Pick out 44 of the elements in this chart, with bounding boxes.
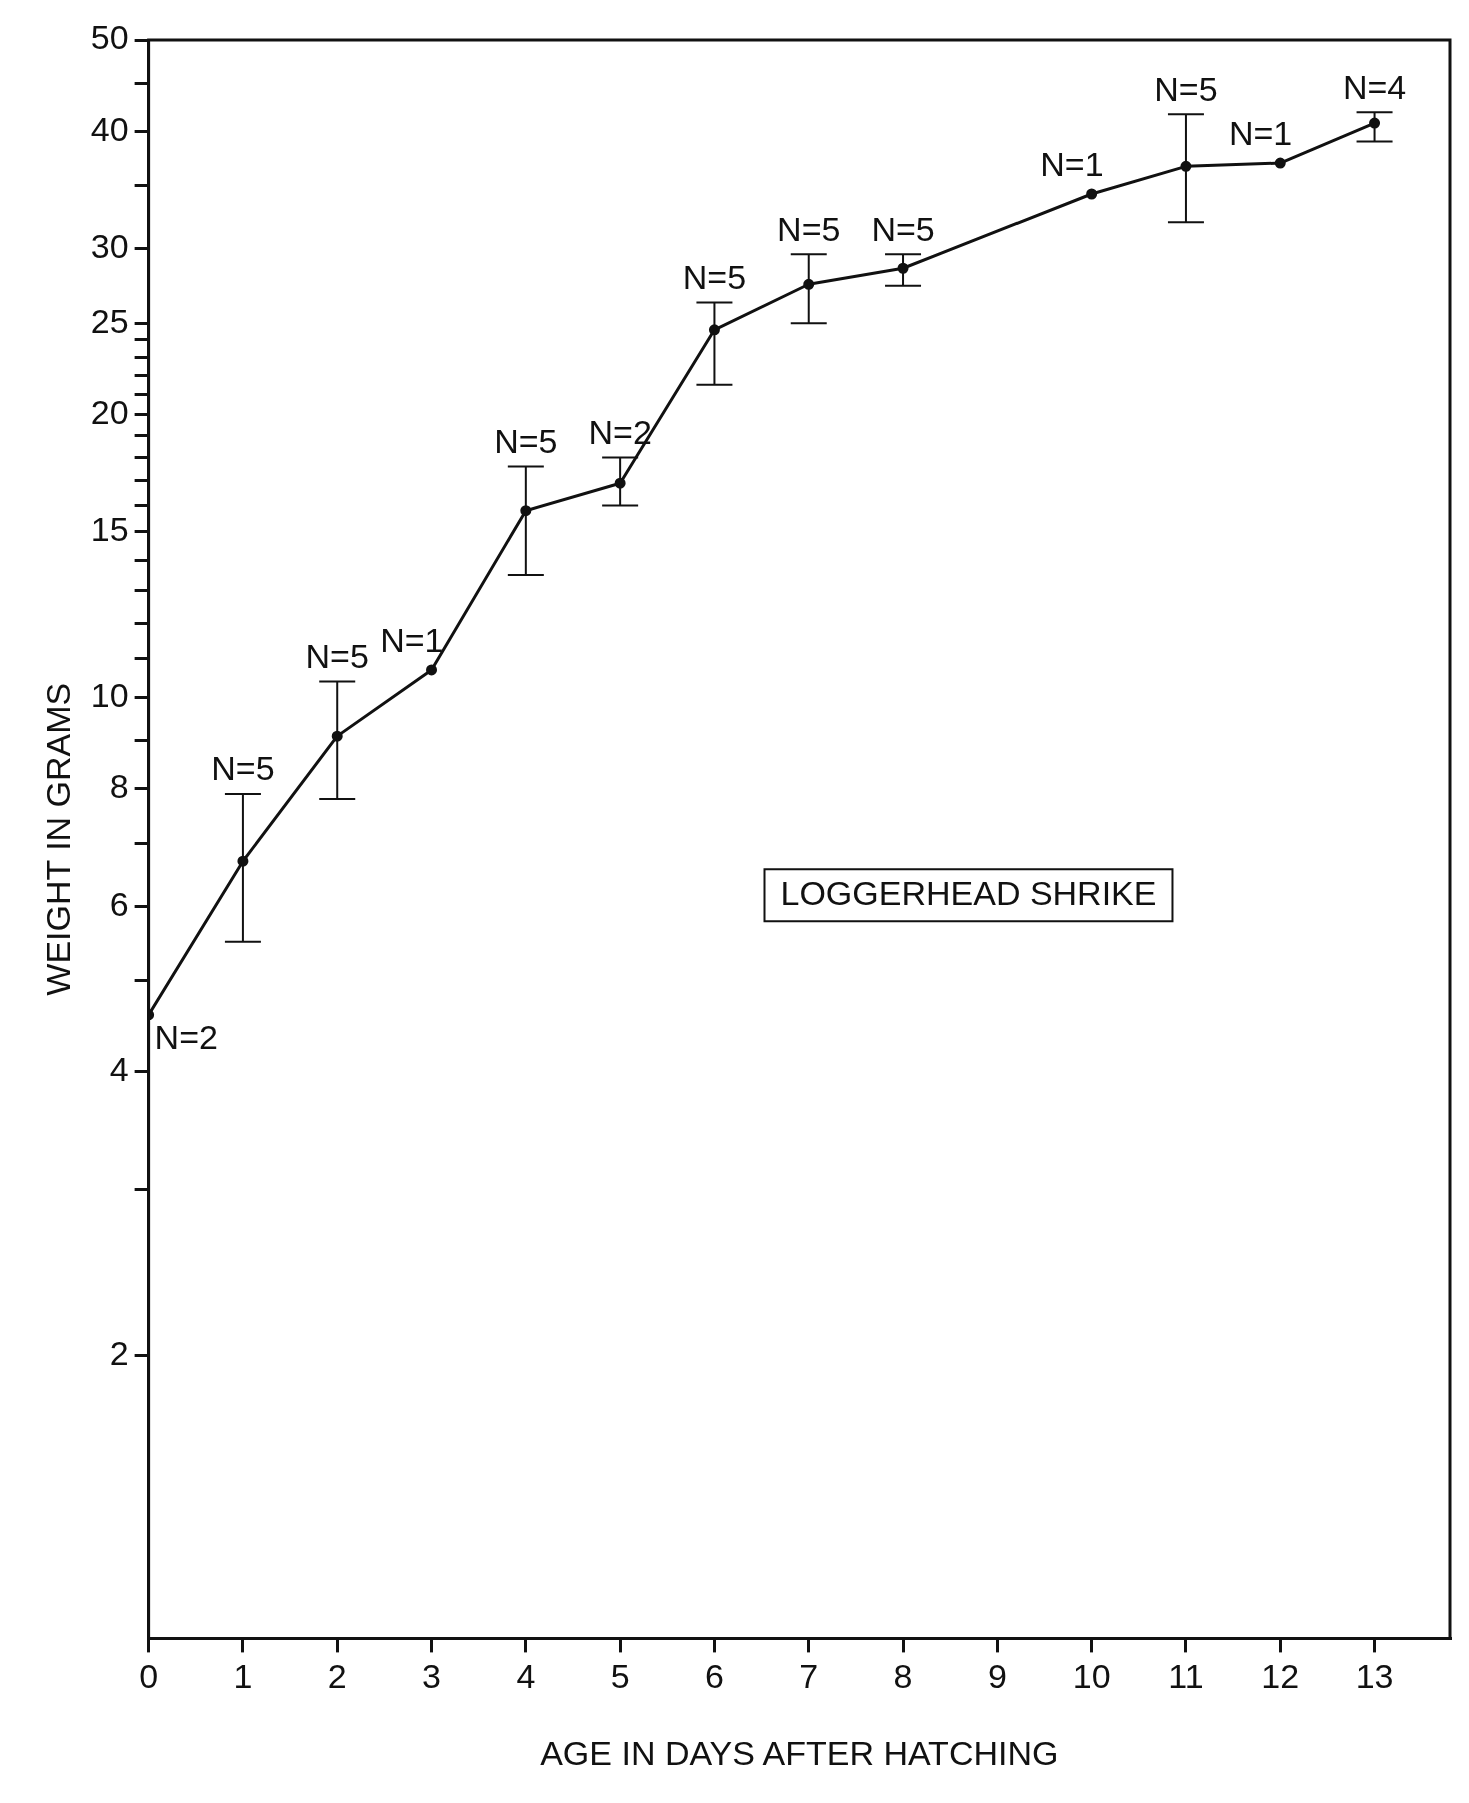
annotation: N=1 bbox=[1228, 114, 1293, 153]
x-axis-title: AGE IN DAYS AFTER HATCHING bbox=[540, 1733, 1059, 1772]
y-tick-label: 6 bbox=[109, 884, 129, 923]
x-tick-label: 4 bbox=[516, 1657, 536, 1696]
y-tick-label: 2 bbox=[109, 1333, 129, 1372]
annotation: N=4 bbox=[1342, 67, 1407, 106]
y-tick-label: 30 bbox=[90, 227, 129, 266]
x-tick-label: 7 bbox=[799, 1657, 819, 1696]
annotation: N=5 bbox=[211, 749, 275, 788]
y-tick-label: 20 bbox=[90, 392, 129, 431]
y-tick-label: 8 bbox=[109, 767, 129, 806]
annotation: N=5 bbox=[682, 257, 747, 296]
x-tick-label: 13 bbox=[1355, 1657, 1394, 1696]
point bbox=[1274, 157, 1286, 169]
annotation: N=2 bbox=[154, 1018, 218, 1057]
y-tick-label: 4 bbox=[109, 1050, 129, 1089]
x-tick-label: 1 bbox=[233, 1657, 253, 1696]
x-tick-label: 10 bbox=[1072, 1657, 1111, 1696]
y-axis-title: WEIGHT IN GRAMS bbox=[38, 682, 77, 996]
annotation: N=5 bbox=[777, 209, 841, 248]
point bbox=[426, 664, 438, 676]
x-tick-label: 9 bbox=[987, 1657, 1007, 1696]
annotation: N=5 bbox=[494, 421, 558, 460]
y-tick-label: 10 bbox=[90, 675, 129, 714]
x-tick-label: 12 bbox=[1261, 1657, 1300, 1696]
annotation: N=5 bbox=[1154, 69, 1218, 108]
annotation: LOGGERHEAD SHRIKE bbox=[780, 873, 1157, 912]
x-tick-label: 11 bbox=[1168, 1657, 1204, 1696]
x-tick-label: 6 bbox=[704, 1657, 724, 1696]
x-tick-label: 5 bbox=[610, 1657, 630, 1696]
annotation: N=5 bbox=[871, 209, 935, 248]
annotation: N=5 bbox=[305, 636, 369, 675]
annotation: N=2 bbox=[588, 412, 652, 451]
point bbox=[1086, 188, 1098, 200]
annotation: N=1 bbox=[1040, 145, 1104, 184]
x-tick-label: 0 bbox=[139, 1657, 159, 1696]
y-tick-label: 40 bbox=[90, 109, 129, 148]
x-tick-label: 2 bbox=[327, 1657, 347, 1696]
x-tick-label: 8 bbox=[893, 1657, 913, 1696]
y-tick-label: 50 bbox=[90, 18, 129, 57]
y-tick-label: 15 bbox=[90, 510, 129, 549]
x-tick-label: 3 bbox=[422, 1657, 441, 1696]
annotation: N=1 bbox=[380, 621, 444, 660]
y-tick-label: 25 bbox=[90, 301, 129, 340]
